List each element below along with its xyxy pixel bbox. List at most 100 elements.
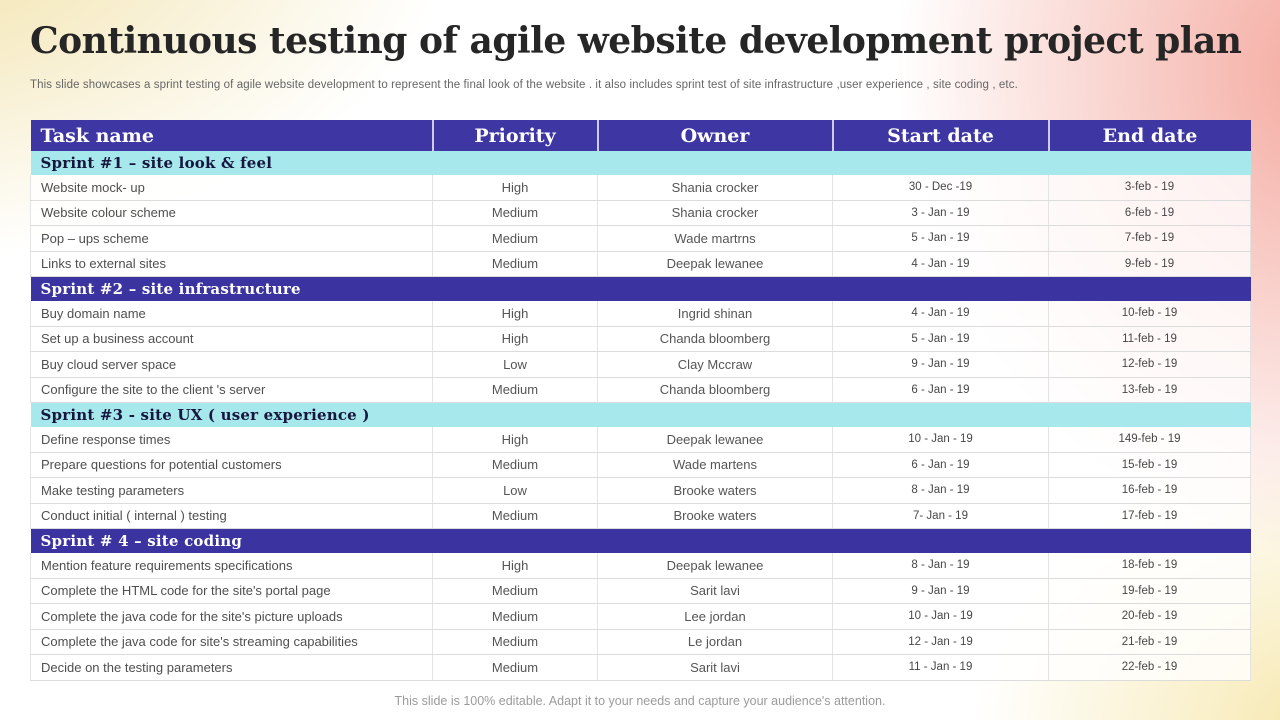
column-header-start-date: Start date bbox=[832, 120, 1050, 151]
table-row: Complete the HTML code for the site's po… bbox=[30, 578, 1251, 604]
start-date-cell: 4 - Jan - 19 bbox=[832, 301, 1049, 327]
task-cell: Conduct initial ( internal ) testing bbox=[30, 503, 433, 529]
start-date-cell: 10 - Jan - 19 bbox=[832, 427, 1049, 453]
table-row: Decide on the testing parameters Medium Sa… bbox=[30, 654, 1251, 681]
table-row: Complete the java code for the site's pi… bbox=[30, 603, 1251, 630]
footer-note: This slide is 100% editable. Adapt it to… bbox=[394, 694, 886, 708]
priority-cell: Medium bbox=[432, 377, 598, 403]
task-cell: Buy domain name bbox=[30, 301, 433, 327]
column-header-priority: Priority bbox=[432, 120, 599, 151]
end-date-cell: 17-feb - 19 bbox=[1048, 503, 1251, 529]
end-date-cell: 3-feb - 19 bbox=[1048, 175, 1251, 201]
owner-cell: Lee jordan bbox=[597, 603, 833, 630]
owner-cell: Deepak lewanee bbox=[597, 251, 833, 277]
table-row: Prepare questions for potential customer… bbox=[30, 452, 1251, 478]
sprint-section-row: Sprint #3 - site UX ( user experience ) bbox=[30, 402, 1251, 427]
task-cell: Define response times bbox=[30, 427, 433, 453]
column-header-owner: Owner bbox=[597, 120, 834, 151]
end-date-cell: 12-feb - 19 bbox=[1048, 351, 1251, 378]
end-date-cell: 15-feb - 19 bbox=[1048, 452, 1251, 478]
priority-cell: Medium bbox=[432, 225, 598, 252]
owner-cell: Chanda bloomberg bbox=[597, 326, 833, 352]
task-cell: Website colour scheme bbox=[30, 200, 433, 226]
start-date-cell: 11 - Jan - 19 bbox=[832, 654, 1049, 681]
priority-cell: High bbox=[432, 326, 598, 352]
start-date-cell: 7- Jan - 19 bbox=[832, 503, 1049, 529]
start-date-cell: 12 - Jan - 19 bbox=[832, 629, 1049, 655]
sprint-section-label: Sprint #3 - site UX ( user experience ) bbox=[30, 402, 1251, 427]
priority-cell: Medium bbox=[432, 251, 598, 277]
table-row: Website colour scheme Medium Shania crocke… bbox=[30, 200, 1251, 226]
priority-cell: Medium bbox=[432, 503, 598, 529]
table-row: Links to external sites Medium Deepak lewa… bbox=[30, 251, 1251, 277]
owner-cell: Ingrid shinan bbox=[597, 301, 833, 327]
end-date-cell: 149-feb - 19 bbox=[1048, 427, 1251, 453]
sprint-section-row: Sprint #2 – site infrastructure bbox=[30, 276, 1251, 301]
table-row: Set up a business account High Chanda bloo… bbox=[30, 326, 1251, 352]
task-cell: Prepare questions for potential customer… bbox=[30, 452, 433, 478]
priority-cell: Medium bbox=[432, 603, 598, 630]
end-date-cell: 18-feb - 19 bbox=[1048, 553, 1251, 579]
end-date-cell: 9-feb - 19 bbox=[1048, 251, 1251, 277]
start-date-cell: 8 - Jan - 19 bbox=[832, 477, 1049, 504]
project-plan-table-container: Task name Priority Owner Start date End … bbox=[30, 120, 1251, 681]
priority-cell: High bbox=[432, 553, 598, 579]
end-date-cell: 6-feb - 19 bbox=[1048, 200, 1251, 226]
owner-cell: Wade martens bbox=[597, 452, 833, 478]
priority-cell: Low bbox=[432, 351, 598, 378]
owner-cell: Sarit lavi bbox=[597, 654, 833, 681]
task-cell: Complete the java code for the site's pi… bbox=[30, 603, 433, 630]
owner-cell: Brooke waters bbox=[597, 503, 833, 529]
priority-cell: High bbox=[432, 427, 598, 453]
table-row: Make testing parameters Low Brooke waters 8… bbox=[30, 477, 1251, 504]
task-cell: Complete the java code for site's stream… bbox=[30, 629, 433, 655]
table-row: Buy domain name High Ingrid shinan 4 - Jan … bbox=[30, 301, 1251, 327]
end-date-cell: 22-feb - 19 bbox=[1048, 654, 1251, 681]
end-date-cell: 19-feb - 19 bbox=[1048, 578, 1251, 604]
priority-cell: Medium bbox=[432, 200, 598, 226]
column-header-end-date: End date bbox=[1048, 120, 1251, 151]
task-cell: Configure the site to the client 's serv… bbox=[30, 377, 433, 403]
owner-cell: Deepak lewanee bbox=[597, 553, 833, 579]
start-date-cell: 6 - Jan - 19 bbox=[832, 377, 1049, 403]
owner-cell: Shania crocker bbox=[597, 200, 833, 226]
sprint-section-label: Sprint # 4 – site coding bbox=[30, 528, 1251, 553]
end-date-cell: 16-feb - 19 bbox=[1048, 477, 1251, 504]
end-date-cell: 10-feb - 19 bbox=[1048, 301, 1251, 327]
end-date-cell: 20-feb - 19 bbox=[1048, 603, 1251, 630]
project-table-body: Sprint #1 – site look & feel Website mock… bbox=[30, 151, 1251, 681]
priority-cell: Medium bbox=[432, 452, 598, 478]
start-date-cell: 5 - Jan - 19 bbox=[832, 326, 1049, 352]
table-header: Task name Priority Owner Start date End … bbox=[30, 120, 1251, 151]
table-row: Mention feature requirements specificati… bbox=[30, 553, 1251, 579]
priority-cell: Low bbox=[432, 477, 598, 504]
priority-cell: High bbox=[432, 175, 598, 201]
start-date-cell: 9 - Jan - 19 bbox=[832, 578, 1049, 604]
table-row: Define response times High Deepak lewanee 1… bbox=[30, 427, 1251, 453]
priority-cell: Medium bbox=[432, 629, 598, 655]
task-cell: Buy cloud server space bbox=[30, 351, 433, 378]
task-cell: Links to external sites bbox=[30, 251, 433, 277]
sprint-section-label: Sprint #1 – site look & feel bbox=[30, 151, 1251, 175]
owner-cell: Sarit lavi bbox=[597, 578, 833, 604]
column-header-task-name: Task name bbox=[30, 120, 434, 151]
start-date-cell: 30 - Dec -19 bbox=[832, 175, 1049, 201]
task-cell: Decide on the testing parameters bbox=[30, 654, 433, 681]
task-cell: Pop – ups scheme bbox=[30, 225, 433, 252]
sprint-section-row: Sprint # 4 – site coding bbox=[30, 528, 1251, 553]
table-row: Complete the java code for site's stream… bbox=[30, 629, 1251, 655]
task-cell: Make testing parameters bbox=[30, 477, 433, 504]
start-date-cell: 5 - Jan - 19 bbox=[832, 225, 1049, 252]
task-cell: Set up a business account bbox=[30, 326, 433, 352]
slide-subtitle: This slide showcases a sprint testing of… bbox=[30, 79, 1018, 91]
owner-cell: Wade martrns bbox=[597, 225, 833, 252]
sprint-section-label: Sprint #2 – site infrastructure bbox=[30, 276, 1251, 301]
task-cell: Mention feature requirements specificati… bbox=[30, 553, 433, 579]
owner-cell: Shania crocker bbox=[597, 175, 833, 201]
task-cell: Website mock- up bbox=[30, 175, 433, 201]
end-date-cell: 11-feb - 19 bbox=[1048, 326, 1251, 352]
start-date-cell: 3 - Jan - 19 bbox=[832, 200, 1049, 226]
end-date-cell: 13-feb - 19 bbox=[1048, 377, 1251, 403]
priority-cell: Medium bbox=[432, 654, 598, 681]
